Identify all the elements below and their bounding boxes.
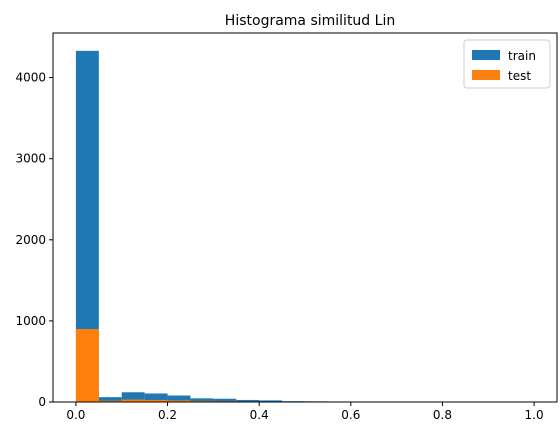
bar-test-1 — [98, 400, 122, 402]
y-tick-label: 2000 — [15, 233, 46, 247]
legend-box — [463, 39, 551, 89]
bar-train-2 — [121, 392, 145, 402]
x-tick-label: 0.6 — [341, 408, 360, 422]
bar-train-6 — [213, 398, 237, 402]
histogram-bars — [75, 50, 328, 402]
x-tick-label: 0.8 — [433, 408, 452, 422]
bar-train-3 — [144, 393, 168, 402]
bar-test-0 — [75, 329, 99, 402]
legend-label-train: train — [508, 49, 536, 63]
legend-swatch-train — [472, 50, 500, 60]
x-tick-label: 0.2 — [158, 408, 177, 422]
bar-train-0 — [75, 50, 99, 402]
legend-label-test: test — [508, 69, 531, 83]
y-axis: 0 1000 2000 3000 4000 — [15, 71, 53, 409]
bar-test-3 — [144, 399, 168, 402]
chart-title: Histograma similitud Lin — [225, 13, 395, 29]
x-tick-label: 1.0 — [525, 408, 544, 422]
bar-train-1 — [98, 397, 122, 402]
x-axis: 0.0 0.2 0.4 0.6 0.8 1.0 — [66, 402, 544, 422]
legend: train test — [463, 39, 551, 89]
y-tick-label: 4000 — [15, 71, 46, 85]
bar-train-7 — [236, 399, 260, 402]
bar-train-8 — [259, 400, 283, 402]
y-tick-label: 0 — [38, 395, 46, 409]
bar-test-2 — [121, 399, 145, 402]
bar-train-4 — [167, 395, 191, 402]
x-tick-label: 0.4 — [250, 408, 269, 422]
y-tick-label: 3000 — [15, 152, 46, 166]
bar-test-4 — [167, 400, 191, 402]
legend-swatch-test — [472, 70, 500, 80]
y-tick-label: 1000 — [15, 314, 46, 328]
x-tick-label: 0.0 — [66, 408, 85, 422]
bar-train-5 — [190, 398, 214, 402]
plot-frame — [52, 32, 558, 403]
